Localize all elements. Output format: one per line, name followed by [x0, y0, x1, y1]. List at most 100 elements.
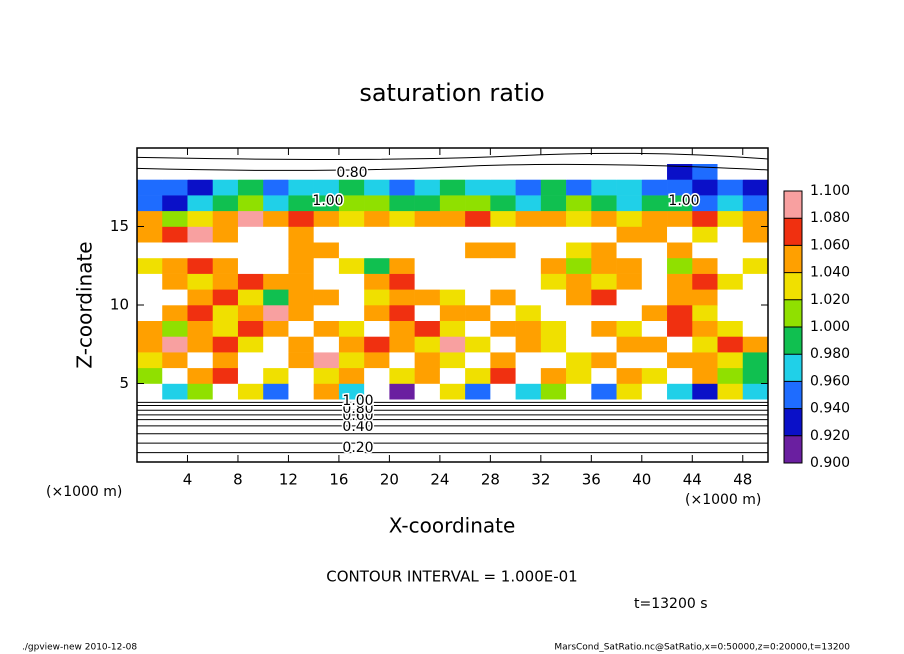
cell: [212, 148, 239, 164]
cell: [566, 210, 592, 227]
cell: [212, 305, 239, 321]
cell: [742, 399, 769, 416]
cell: [490, 257, 516, 274]
cell: [263, 273, 289, 290]
cell: [137, 414, 163, 431]
cell: [338, 242, 365, 259]
cell: [162, 289, 188, 306]
cell: [364, 320, 390, 337]
cell: [364, 289, 390, 306]
cell: [465, 289, 491, 306]
cell: [540, 257, 567, 274]
cell: [263, 289, 289, 306]
cell: [137, 163, 163, 180]
colorbar-label: 1.080: [810, 210, 850, 226]
cell: [641, 273, 668, 290]
cell: [263, 430, 289, 447]
cell: [288, 257, 314, 274]
cell: [313, 210, 340, 227]
cell: [137, 352, 163, 369]
cell: [263, 305, 289, 321]
cell: [717, 273, 744, 290]
x-axis-label: X-coordinate: [389, 514, 516, 538]
cell: [439, 305, 466, 321]
cell: [313, 195, 340, 212]
cell: [313, 352, 340, 369]
cell: [717, 367, 744, 384]
cell: [237, 383, 264, 400]
cell: [237, 446, 264, 463]
cell: [641, 367, 668, 384]
cell: [616, 163, 643, 180]
cell: [187, 430, 214, 447]
cell: [515, 367, 542, 384]
cell: [414, 289, 441, 306]
cell: [540, 352, 567, 369]
cell: [212, 257, 239, 274]
cell: [515, 273, 542, 290]
cell: [667, 336, 693, 353]
cell: [515, 446, 542, 463]
cell: [389, 367, 415, 384]
cell: [237, 210, 264, 227]
cell: [338, 320, 365, 337]
cell: [490, 289, 516, 306]
cell: [439, 210, 466, 227]
cell: [338, 148, 365, 164]
x-tick-label: 44: [683, 471, 702, 489]
cell: [237, 430, 264, 447]
cell: [313, 179, 340, 196]
cell: [237, 320, 264, 337]
cell: [490, 430, 516, 447]
cell: [364, 257, 390, 274]
cell: [742, 383, 769, 400]
cell: [288, 383, 314, 400]
cell: [717, 352, 744, 369]
cell: [414, 148, 441, 164]
cell: [616, 446, 643, 463]
cell: [742, 367, 769, 384]
cell: [692, 383, 718, 400]
cell: [263, 336, 289, 353]
cell: [389, 195, 415, 212]
cell: [288, 163, 314, 180]
contour-label: 1.00: [668, 193, 699, 209]
cell: [237, 399, 264, 416]
cell: [692, 446, 718, 463]
cell: [591, 399, 617, 416]
cell: [288, 289, 314, 306]
colorbar-swatch: [784, 408, 802, 436]
cell: [591, 289, 617, 306]
cell: [540, 148, 567, 164]
cell: [742, 430, 769, 447]
cell: [162, 257, 188, 274]
cell: [414, 367, 441, 384]
cell: [641, 195, 668, 212]
cell: [742, 305, 769, 321]
cell: [313, 242, 340, 259]
cell: [338, 257, 365, 274]
cell: [667, 430, 693, 447]
cell: [414, 414, 441, 431]
cell: [389, 163, 415, 180]
cell: [414, 257, 441, 274]
cell: [616, 399, 643, 416]
cell: [162, 242, 188, 259]
cell: [591, 383, 617, 400]
cell: [566, 352, 592, 369]
cell: [692, 430, 718, 447]
x-tick-label: 8: [233, 471, 243, 489]
cell: [717, 399, 744, 416]
cell: [490, 399, 516, 416]
cell: [364, 195, 390, 212]
cell: [414, 226, 441, 243]
colorbar-swatch: [784, 299, 802, 327]
cell: [389, 336, 415, 353]
cell: [692, 273, 718, 290]
cell: [667, 226, 693, 243]
cell: [414, 399, 441, 416]
cell: [263, 352, 289, 369]
cell: [616, 336, 643, 353]
cell: [742, 289, 769, 306]
cell: [692, 257, 718, 274]
